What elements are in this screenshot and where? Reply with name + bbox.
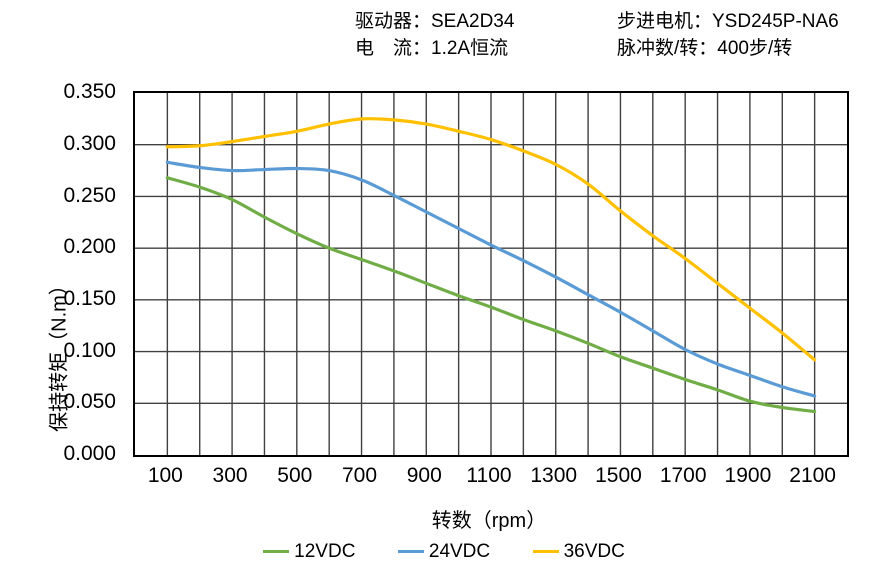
y-tick-label: 0.200 (63, 235, 116, 258)
legend-swatch-icon (397, 549, 424, 553)
y-tick-label: 0.300 (63, 132, 116, 155)
pulses-per-rev-text: 脉冲数/转：400步/转 (617, 38, 793, 59)
legend-label: 24VDC (428, 541, 491, 562)
current-text: 电 流：1.2A恒流 (355, 38, 509, 59)
chart-header: 驱动器：SEA2D34 步进电机：YSD245P-NA6 电 流：1.2A恒流 脉冲… (355, 8, 885, 62)
x-tick-label: 1700 (659, 464, 707, 487)
x-tick-label: 1900 (724, 464, 772, 487)
series-line-36vdc (165, 117, 817, 362)
x-tick-label: 1100 (466, 464, 512, 487)
y-tick-label: 0.100 (63, 339, 116, 362)
legend-swatch-icon (532, 549, 559, 553)
x-axis: 100 300 500 700 900 1100 1300 1500 1700 1900 2100 (133, 464, 849, 494)
x-tick-label: 100 (147, 464, 183, 487)
series-line-24vdc (165, 160, 817, 398)
header-row-2: 电 流：1.2A恒流 脉冲数/转：400步/转 (355, 35, 885, 62)
x-tick-label: 700 (342, 464, 378, 487)
chart-legend: 12VDC 24VDC 36VDC (0, 541, 888, 563)
y-tick-label: 0.150 (63, 287, 116, 310)
legend-label: 12VDC (294, 541, 356, 562)
x-tick-label: 300 (212, 464, 248, 487)
legend-item-12vdc: 12VDC (263, 541, 355, 563)
driver-model-text: 驱动器：SEA2D34 (355, 11, 515, 32)
series-line-12vdc (165, 176, 817, 414)
y-tick-label: 0.050 (63, 390, 116, 413)
legend-label: 36VDC (563, 541, 625, 562)
grid-lines (135, 93, 847, 455)
x-tick-label: 900 (406, 464, 442, 487)
legend-swatch-icon (263, 549, 290, 553)
header-row-1: 驱动器：SEA2D34 步进电机：YSD245P-NA6 (355, 8, 885, 35)
x-tick-label: 1300 (530, 464, 578, 487)
series-lines (165, 117, 817, 414)
plot-area (133, 91, 849, 457)
x-tick-label: 2100 (789, 464, 836, 487)
x-tick-label: 500 (277, 464, 313, 487)
y-tick-label: 0.250 (63, 184, 116, 207)
y-tick-label: 0.350 (63, 80, 116, 103)
x-tick-label: 1500 (595, 464, 642, 487)
y-axis: 保持转矩（N.m） 0.350 0.300 0.250 0.200 0.150 … (18, 80, 122, 465)
legend-item-24vdc: 24VDC (397, 541, 491, 563)
x-axis-title: 转数（rpm） (431, 510, 547, 532)
legend-item-36vdc: 36VDC (532, 541, 625, 563)
motor-model-text: 步进电机：YSD245P-NA6 (617, 11, 839, 32)
y-tick-label: 0.000 (63, 442, 116, 465)
